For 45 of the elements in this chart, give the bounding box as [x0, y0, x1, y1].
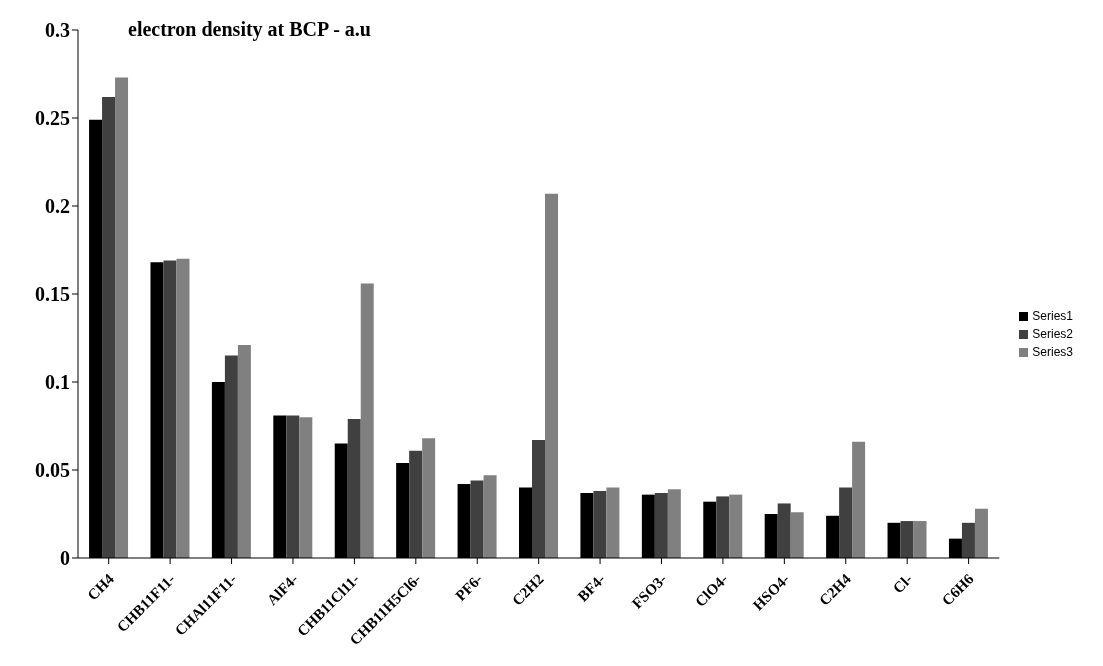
- legend-label: Series1: [1032, 309, 1073, 323]
- bar: [839, 487, 853, 558]
- bar: [900, 521, 914, 558]
- bar: [716, 496, 730, 558]
- bar: [347, 418, 361, 558]
- y-tick-label: 0.2: [45, 195, 70, 218]
- x-tick-label: BF4-: [574, 570, 609, 605]
- y-tick-label: 0.1: [45, 371, 70, 394]
- x-tick-label: PF6-: [452, 570, 486, 604]
- bar: [470, 480, 484, 558]
- bar: [729, 494, 743, 558]
- y-tick-label: 0.15: [35, 283, 70, 306]
- x-tick-label: CH4: [84, 570, 118, 604]
- bar: [852, 441, 866, 558]
- bar: [593, 491, 607, 558]
- y-tick-label: 0.25: [35, 107, 70, 130]
- bar: [163, 260, 177, 558]
- bar: [606, 487, 620, 558]
- bar: [667, 489, 681, 558]
- bar: [654, 492, 668, 558]
- bar: [176, 258, 190, 558]
- bar: [483, 475, 497, 558]
- bar: [545, 193, 558, 558]
- y-tick-label: 0.3: [45, 19, 70, 42]
- y-tick-label: 0: [60, 547, 70, 570]
- bar: [790, 512, 804, 558]
- y-tick-label: 0.05: [35, 459, 70, 482]
- chart-title: electron density at BCP - a.u: [128, 18, 371, 41]
- legend-label: Series3: [1032, 345, 1073, 359]
- bar: [360, 283, 374, 558]
- bar: [532, 440, 545, 558]
- bar: [422, 438, 436, 558]
- bar: [224, 355, 238, 558]
- bar: [237, 345, 251, 558]
- bar: [913, 521, 927, 558]
- bar: [409, 450, 423, 558]
- x-tick-label: Cl-: [889, 570, 916, 597]
- bar: [961, 522, 975, 558]
- bar: [102, 96, 116, 558]
- bar: [777, 503, 791, 558]
- bar: [286, 415, 300, 558]
- legend-label: Series2: [1032, 327, 1073, 341]
- bar: [974, 508, 988, 558]
- bar: [115, 77, 129, 558]
- bar: [299, 417, 313, 558]
